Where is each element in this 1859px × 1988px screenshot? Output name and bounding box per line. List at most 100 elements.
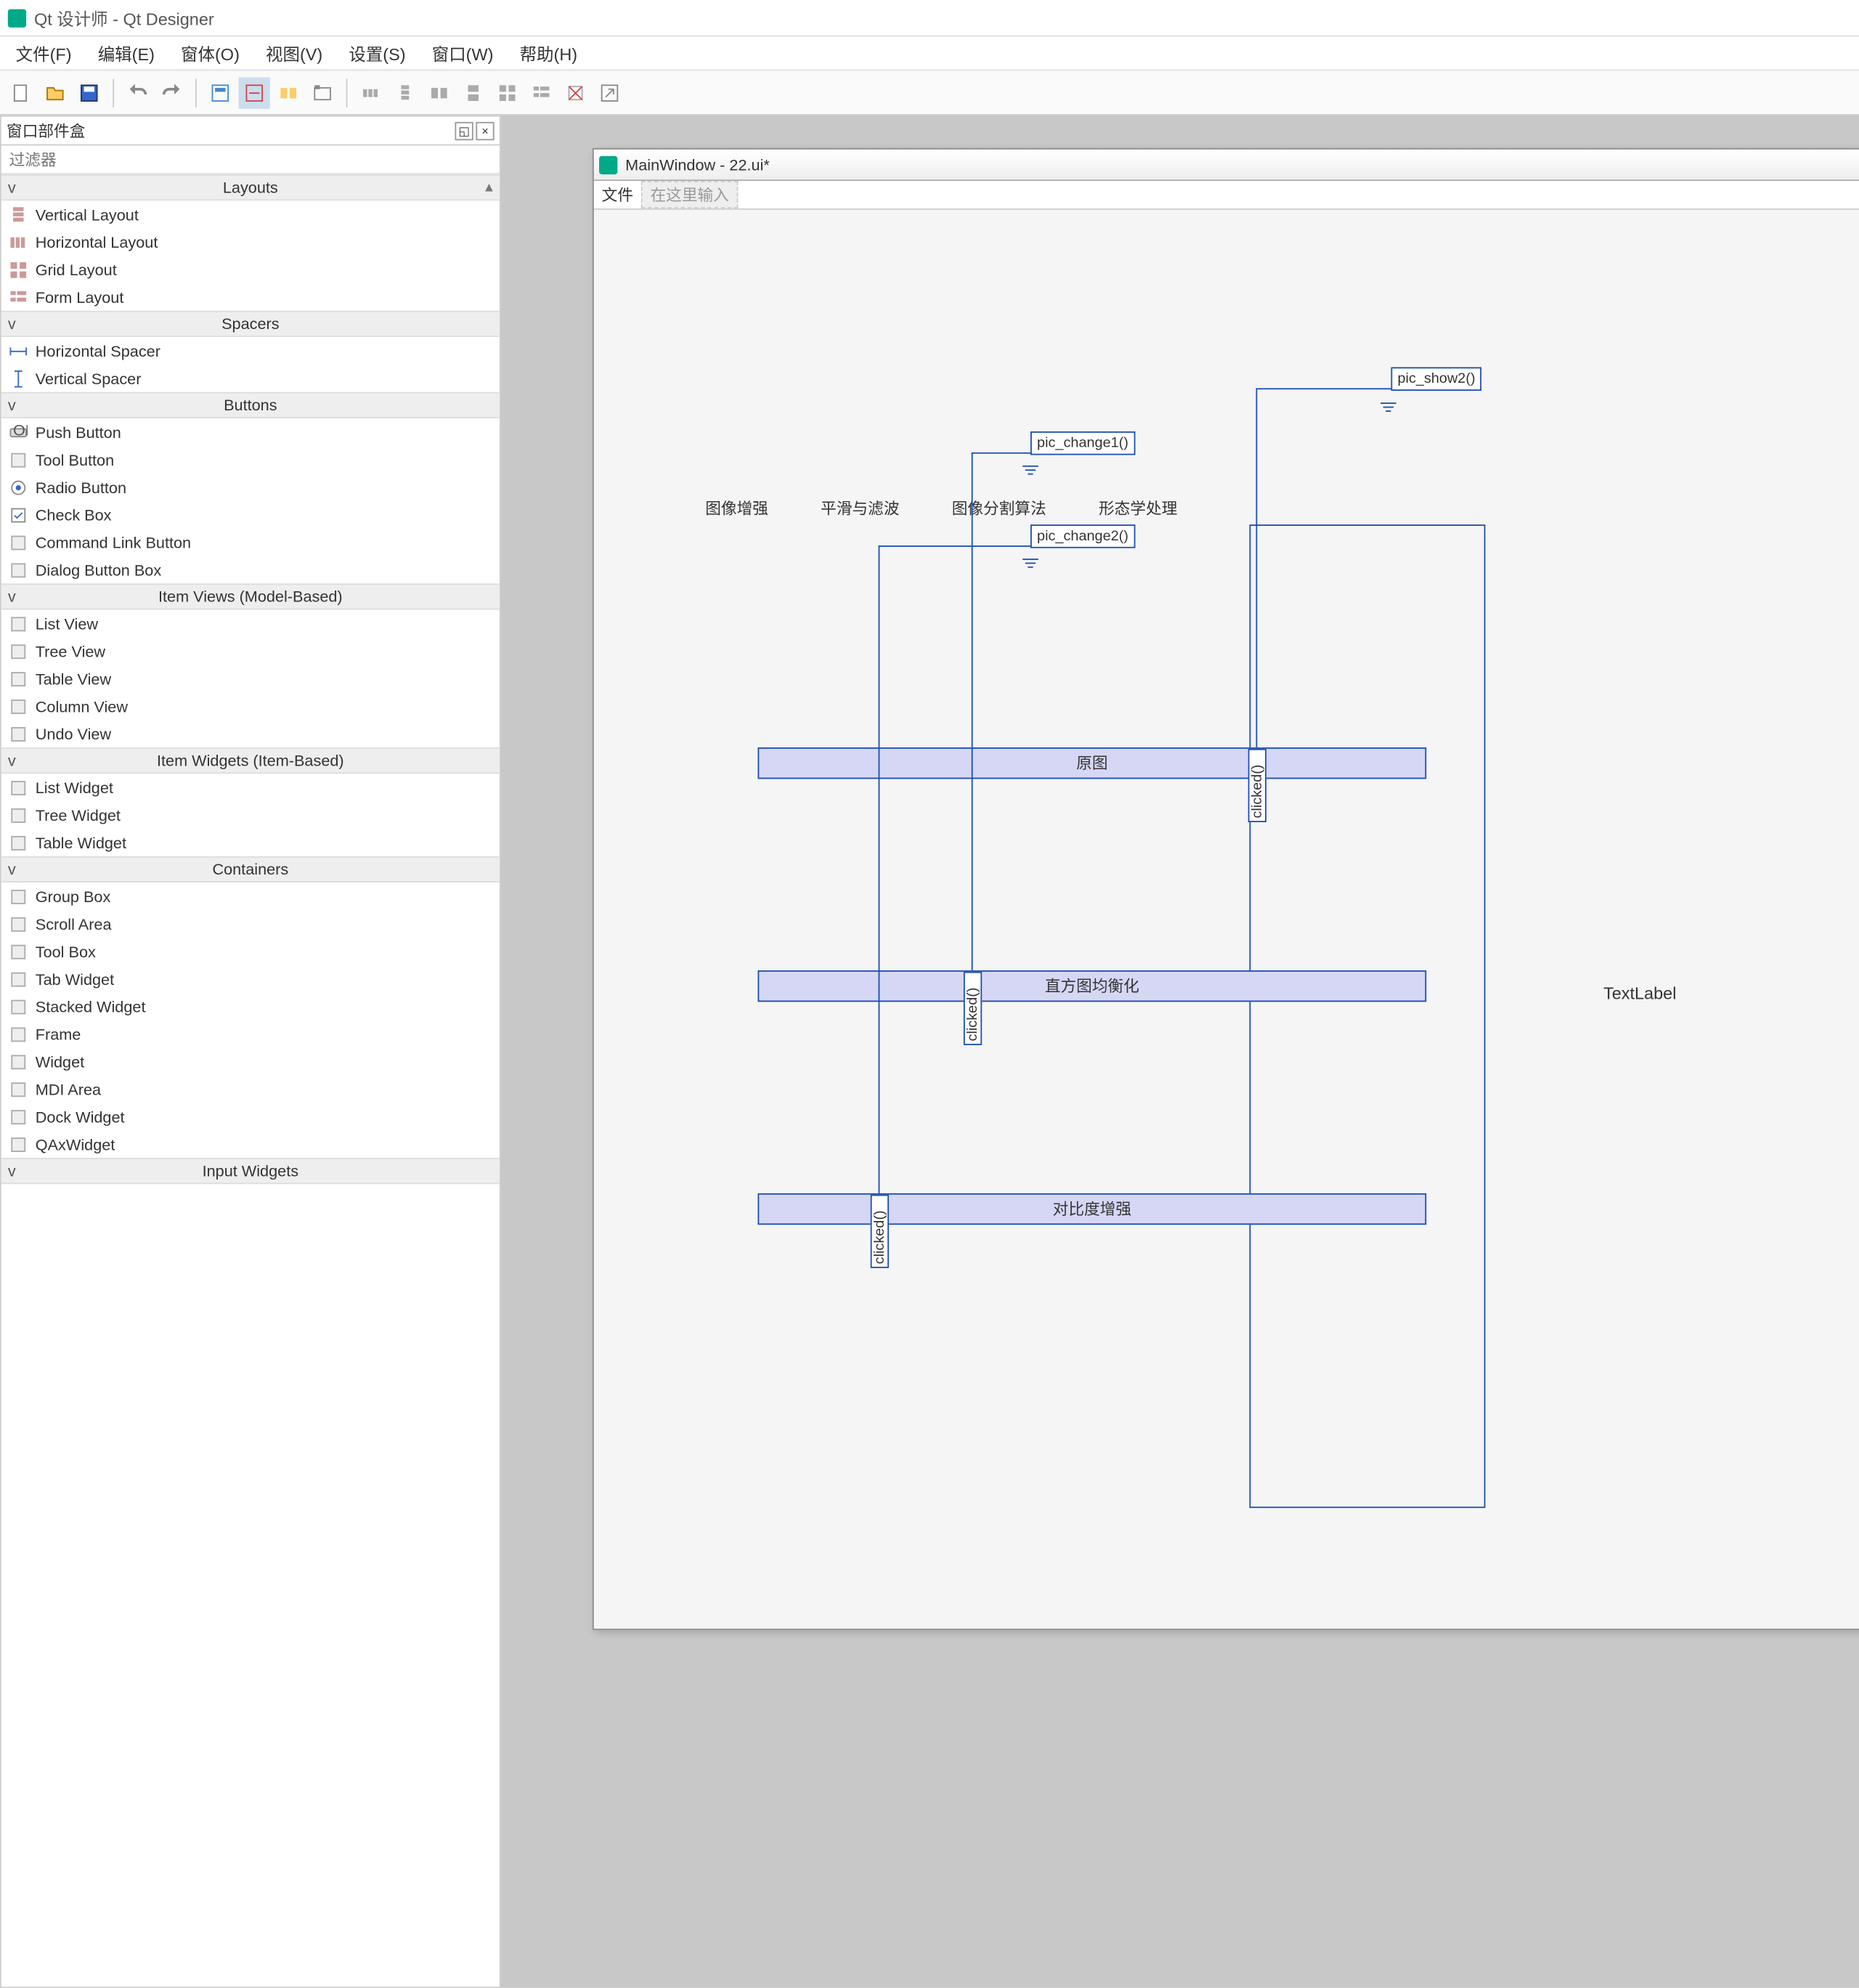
widget-item[interactable]: Form Layout — [1, 283, 500, 311]
signal-clicked-3[interactable]: clicked() — [871, 1195, 889, 1268]
widget-item[interactable]: List Widget — [1, 774, 500, 801]
widget-item[interactable]: Horizontal Spacer — [1, 337, 500, 365]
widget-icon — [7, 476, 30, 498]
undo-icon[interactable] — [122, 77, 153, 108]
button-2[interactable]: 直方图均衡化 — [757, 970, 1426, 1002]
widget-item[interactable]: Grid Layout — [1, 256, 500, 283]
mode-buddy-icon[interactable] — [273, 77, 304, 108]
tab-2[interactable]: 图像分割算法 — [926, 492, 1073, 524]
widget-item[interactable]: Tool Button — [1, 446, 500, 474]
layout-hsplit-icon[interactable] — [423, 77, 455, 108]
form-menu-placeholder[interactable]: 在这里输入 — [641, 181, 739, 208]
selection-rect — [1250, 524, 1486, 1508]
widget-item[interactable]: Horizontal Layout — [1, 228, 500, 256]
tab-3[interactable]: 形态学处理 — [1073, 492, 1204, 524]
mode-tab-icon[interactable] — [306, 77, 338, 108]
widget-category[interactable]: vButtons — [1, 392, 500, 418]
tab-0[interactable]: 图像增强 — [679, 492, 794, 524]
widget-item[interactable]: Frame — [1, 1021, 500, 1048]
widget-category[interactable]: vContainers — [1, 856, 500, 883]
layout-h-icon[interactable] — [355, 77, 386, 108]
widget-item[interactable]: Tool Box — [1, 938, 500, 965]
design-canvas[interactable]: MainWindow - 22.ui* — ☐ × 文件 在这里输入 图像增强 … — [501, 115, 1859, 1988]
widget-item[interactable]: Table View — [1, 665, 500, 692]
widget-item[interactable]: Undo View — [1, 720, 500, 747]
tab-1[interactable]: 平滑与滤波 — [794, 492, 926, 524]
widget-item[interactable]: Tree Widget — [1, 801, 500, 829]
qt-icon — [599, 155, 617, 174]
adjust-size-icon[interactable] — [594, 77, 625, 108]
menu-item[interactable]: 窗体(O) — [171, 37, 251, 70]
widget-icon — [7, 1051, 30, 1072]
signal-clicked-2[interactable]: clicked() — [964, 972, 982, 1045]
layout-form-icon[interactable] — [526, 77, 557, 108]
form-canvas[interactable]: 图像增强 平滑与滤波 图像分割算法 形态学处理 原图 直方图均衡化 对比度增强 … — [594, 210, 1859, 1628]
widget-icon — [7, 613, 30, 634]
wire — [879, 545, 880, 1193]
menu-item[interactable]: 帮助(H) — [509, 37, 587, 70]
mode-widget-icon[interactable] — [205, 77, 236, 108]
mode-signal-icon[interactable] — [239, 77, 270, 108]
widget-item[interactable]: Table Widget — [1, 829, 500, 856]
widget-item[interactable]: Vertical Spacer — [1, 365, 500, 392]
widget-icon — [7, 1134, 30, 1155]
menu-item[interactable]: 窗口(W) — [421, 37, 504, 70]
layout-grid-icon[interactable] — [492, 77, 523, 108]
widget-item[interactable]: Vertical Layout — [1, 200, 500, 228]
widget-category[interactable]: vItem Views (Model-Based) — [1, 583, 500, 609]
layout-break-icon[interactable] — [560, 77, 591, 108]
new-icon[interactable] — [5, 77, 36, 108]
widget-item[interactable]: Stacked Widget — [1, 993, 500, 1021]
wire — [1256, 388, 1391, 389]
widget-category[interactable]: vInput Widgets — [1, 1158, 500, 1184]
widget-item[interactable]: Command Link Button — [1, 529, 500, 556]
widget-item[interactable]: Tab Widget — [1, 965, 500, 993]
widget-icon — [7, 204, 30, 225]
widget-item[interactable]: List View — [1, 609, 500, 637]
widget-category[interactable]: vSpacers — [1, 311, 500, 337]
widget-item[interactable]: Widget — [1, 1047, 500, 1075]
widget-category[interactable]: vItem Widgets (Item-Based) — [1, 747, 500, 774]
widget-item[interactable]: Radio Button — [1, 474, 500, 501]
widget-icon: OK — [7, 421, 30, 442]
widget-icon — [7, 559, 30, 580]
widget-icon — [7, 1106, 30, 1127]
layout-vsplit-icon[interactable] — [457, 77, 489, 108]
form-titlebar: MainWindow - 22.ui* — ☐ × — [594, 150, 1859, 181]
menu-item[interactable]: 文件(F) — [5, 37, 82, 70]
widget-item[interactable]: Check Box — [1, 501, 500, 529]
form-window[interactable]: MainWindow - 22.ui* — ☐ × 文件 在这里输入 图像增强 … — [593, 148, 1859, 1630]
slot-label-2[interactable]: pic_change1() — [1030, 431, 1135, 455]
widget-item[interactable]: OKPush Button — [1, 418, 500, 446]
redo-icon[interactable] — [156, 77, 187, 108]
menu-item[interactable]: 设置(S) — [338, 37, 416, 70]
widget-icon — [7, 368, 30, 389]
menu-item[interactable]: 视图(V) — [256, 37, 333, 70]
app-title: Qt 设计师 - Qt Designer — [34, 5, 1859, 30]
layout-v-icon[interactable] — [389, 77, 420, 108]
slot-label-3[interactable]: pic_change2() — [1030, 524, 1135, 548]
widget-list[interactable]: vLayouts▲Vertical LayoutHorizontal Layou… — [1, 174, 500, 1987]
widget-item[interactable]: Dock Widget — [1, 1103, 500, 1130]
widget-filter-input[interactable] — [1, 145, 500, 174]
widget-category[interactable]: vLayouts▲ — [1, 174, 500, 200]
dock-close-icon[interactable]: × — [476, 121, 494, 139]
widget-item[interactable]: MDI Area — [1, 1075, 500, 1103]
dock-float-icon[interactable]: ◱ — [455, 121, 473, 139]
widget-item[interactable]: Scroll Area — [1, 910, 500, 938]
signal-clicked-1[interactable]: clicked() — [1248, 749, 1266, 822]
widget-item[interactable]: Dialog Button Box — [1, 556, 500, 583]
widget-item[interactable]: QAxWidget — [1, 1130, 500, 1158]
slot-label-1[interactable]: pic_show2() — [1391, 368, 1481, 391]
button-3[interactable]: 对比度增强 — [757, 1193, 1426, 1225]
widget-icon — [7, 696, 30, 717]
button-1[interactable]: 原图 — [757, 747, 1426, 779]
widget-item[interactable]: Group Box — [1, 883, 500, 910]
widget-item[interactable]: Column View — [1, 692, 500, 720]
open-icon[interactable] — [39, 77, 70, 108]
widget-item[interactable]: Tree View — [1, 637, 500, 665]
menu-item[interactable]: 编辑(E) — [87, 37, 165, 70]
text-label: TextLabel — [1603, 983, 1676, 1003]
form-menu-file[interactable]: 文件 — [602, 184, 633, 206]
save-icon[interactable] — [73, 77, 105, 108]
